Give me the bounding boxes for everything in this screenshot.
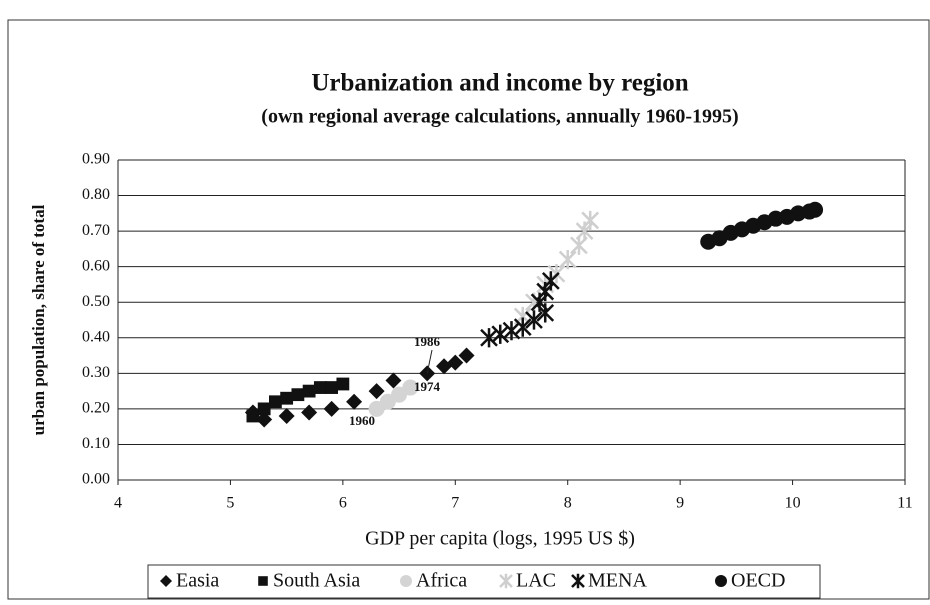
x-tick-label: 6 (339, 495, 347, 512)
y-tick-label: 0.50 (82, 293, 110, 310)
legend-marker (160, 575, 172, 587)
point (301, 404, 318, 421)
point (269, 395, 282, 409)
y-tick-label: 0.70 (82, 222, 110, 239)
point (581, 210, 600, 231)
point (558, 249, 577, 270)
chart-frame (7, 19, 930, 600)
legend-label: OECD (731, 570, 785, 592)
annotation: 1960 (349, 413, 375, 428)
point (502, 321, 521, 341)
point (491, 324, 510, 344)
x-tick-label: 8 (564, 495, 572, 512)
x-tick-label: 11 (897, 495, 912, 512)
point (447, 354, 464, 371)
point (480, 328, 498, 348)
point (336, 377, 350, 391)
point (807, 201, 824, 218)
chart-subtitle: (own regional average calculations, annu… (261, 106, 738, 128)
point (302, 384, 316, 398)
point (525, 310, 543, 330)
legend-label: Africa (416, 570, 467, 592)
point (385, 372, 402, 389)
point (256, 411, 273, 428)
point (313, 381, 327, 394)
y-tick-label: 0.40 (82, 328, 110, 345)
legend-marker (499, 573, 513, 589)
annotation-leader (426, 349, 433, 374)
x-tick-label: 7 (451, 495, 459, 512)
annotation: 1986 (414, 334, 441, 349)
y-tick-label: 0.00 (82, 471, 110, 488)
legend-label: LAC (516, 570, 556, 592)
point (346, 393, 363, 410)
chart-title: Urbanization and income by region (311, 70, 688, 97)
legend-box (147, 564, 821, 599)
legend-marker (258, 576, 268, 586)
legend-label: South Asia (273, 570, 360, 592)
legend-label: MENA (588, 570, 647, 592)
point (278, 408, 295, 424)
y-tick-label: 0.10 (82, 435, 110, 452)
point (257, 402, 271, 416)
x-tick-label: 9 (676, 495, 684, 512)
point (458, 347, 475, 364)
point (323, 400, 340, 417)
point (368, 383, 385, 400)
legend-label: Easia (176, 570, 219, 592)
x-tick-label: 5 (226, 495, 234, 512)
point (325, 381, 339, 394)
point (246, 409, 260, 423)
point (291, 388, 305, 402)
point (280, 391, 294, 405)
legend-marker (715, 575, 727, 587)
point (513, 317, 532, 337)
y-tick-label: 0.60 (82, 257, 110, 274)
x-axis-label: GDP per capita (logs, 1995 US $) (365, 528, 635, 550)
y-axis-label: urban population, share of total (29, 204, 48, 435)
legend-marker (400, 575, 412, 587)
annotation: 1974 (414, 379, 441, 394)
y-tick-label: 0.80 (82, 186, 110, 203)
point (402, 379, 419, 396)
y-tick-label: 0.90 (82, 151, 110, 168)
y-tick-label: 0.20 (82, 400, 110, 417)
point (541, 271, 560, 291)
y-tick-label: 0.30 (82, 364, 110, 381)
x-tick-label: 10 (785, 495, 801, 512)
legend-marker (571, 573, 585, 589)
x-tick-label: 4 (114, 495, 122, 512)
